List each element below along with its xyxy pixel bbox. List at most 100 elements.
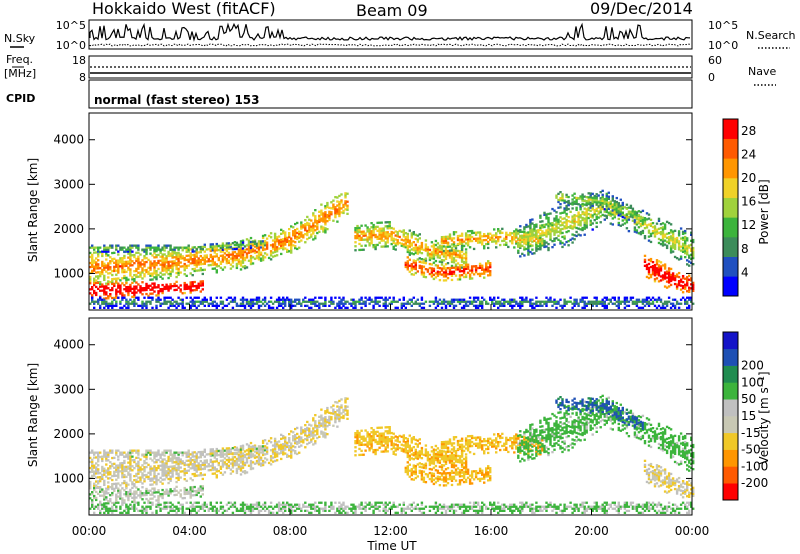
power-cell [653, 266, 657, 269]
power-cell [599, 203, 602, 206]
power-cell [376, 237, 379, 240]
power-cell [123, 274, 126, 278]
power-cell [127, 306, 130, 309]
power-cell [539, 234, 542, 237]
velocity-cell [187, 449, 190, 452]
velocity-cell [209, 507, 212, 510]
velocity-cell [111, 451, 114, 454]
power-cell [677, 230, 681, 233]
power-cell [515, 302, 518, 305]
power-cell [543, 225, 546, 229]
velocity-cell [189, 488, 192, 491]
velocity-cell [141, 476, 144, 479]
power-cell [360, 230, 363, 233]
velocity-cell [195, 460, 198, 463]
power-cell [523, 248, 526, 251]
power-cell [374, 243, 377, 247]
power-cell [495, 236, 498, 239]
velocity-cell [213, 472, 216, 475]
power-cell [145, 286, 148, 290]
power-cell [95, 257, 98, 260]
power-cell [410, 269, 413, 272]
power-cell [611, 203, 614, 206]
power-cell [211, 249, 214, 252]
power-cell [364, 238, 367, 241]
velocity-cell [179, 470, 182, 473]
power-cell [131, 291, 134, 294]
power-cell [450, 270, 454, 273]
velocity-cell [151, 451, 154, 454]
velocity-cell [95, 490, 98, 494]
power-cell [304, 219, 307, 222]
velocity-cell [129, 465, 132, 468]
power-cell [101, 252, 104, 256]
power-cell [358, 300, 361, 303]
power-cell [241, 251, 245, 254]
power-cell [334, 216, 337, 219]
power-cell [89, 246, 92, 249]
velocity-cell [111, 487, 114, 491]
power-cell [597, 205, 600, 208]
velocity-cell [213, 505, 216, 508]
power-cell [314, 209, 317, 212]
power-cell [107, 280, 110, 283]
power-cell [169, 254, 172, 257]
power-cell [585, 222, 588, 225]
power-cell [95, 275, 98, 278]
power-cell [629, 215, 633, 218]
power-cell [645, 226, 649, 229]
power-cell [519, 306, 522, 309]
power-cell [601, 207, 604, 211]
power-cell [686, 239, 689, 242]
power-cell [119, 265, 122, 268]
power-cell [418, 266, 421, 269]
power-cell [324, 217, 327, 220]
power-cell [243, 298, 247, 301]
power-cell [611, 296, 614, 299]
power-cell [613, 200, 616, 203]
power-cell [499, 300, 502, 303]
velocity-cell [91, 460, 94, 463]
power-cell [549, 230, 552, 233]
power-cell [422, 306, 426, 309]
power-cell [354, 302, 357, 305]
power-cell [324, 215, 327, 218]
power-cell [93, 289, 96, 293]
velocity-cell [147, 449, 150, 452]
power-cell [661, 236, 665, 239]
power-cell [143, 265, 146, 268]
power-cell [137, 251, 140, 254]
power-cell [261, 234, 265, 238]
power-cell [481, 239, 484, 242]
power-cell [388, 221, 391, 224]
power-cell [483, 276, 486, 279]
velocity-cell [209, 464, 212, 468]
power-cell [185, 274, 188, 277]
power-cell [390, 234, 393, 238]
velocity-cell [205, 453, 208, 456]
power-cell [410, 298, 413, 301]
velocity-cell [131, 465, 134, 468]
power-cell [464, 273, 468, 276]
power-cell [633, 300, 637, 303]
velocity-cell [215, 447, 218, 451]
power-cell [688, 246, 691, 249]
velocity-cell [119, 451, 122, 454]
power-cell [209, 263, 212, 267]
power-cell [181, 304, 184, 307]
power-cell [601, 199, 604, 203]
power-cell [573, 196, 576, 199]
power-cell [113, 251, 116, 254]
power-cell [125, 298, 128, 301]
power-cell [125, 260, 128, 263]
velocity-cell [185, 501, 188, 504]
power-cell [442, 235, 446, 239]
power-cell [277, 235, 281, 238]
velocity-cell [93, 488, 96, 492]
power-cell [615, 304, 618, 307]
power-cell [155, 270, 158, 273]
power-cell [422, 261, 426, 264]
power-cell [635, 221, 639, 224]
power-cell [255, 244, 259, 247]
power-cell [360, 298, 363, 301]
